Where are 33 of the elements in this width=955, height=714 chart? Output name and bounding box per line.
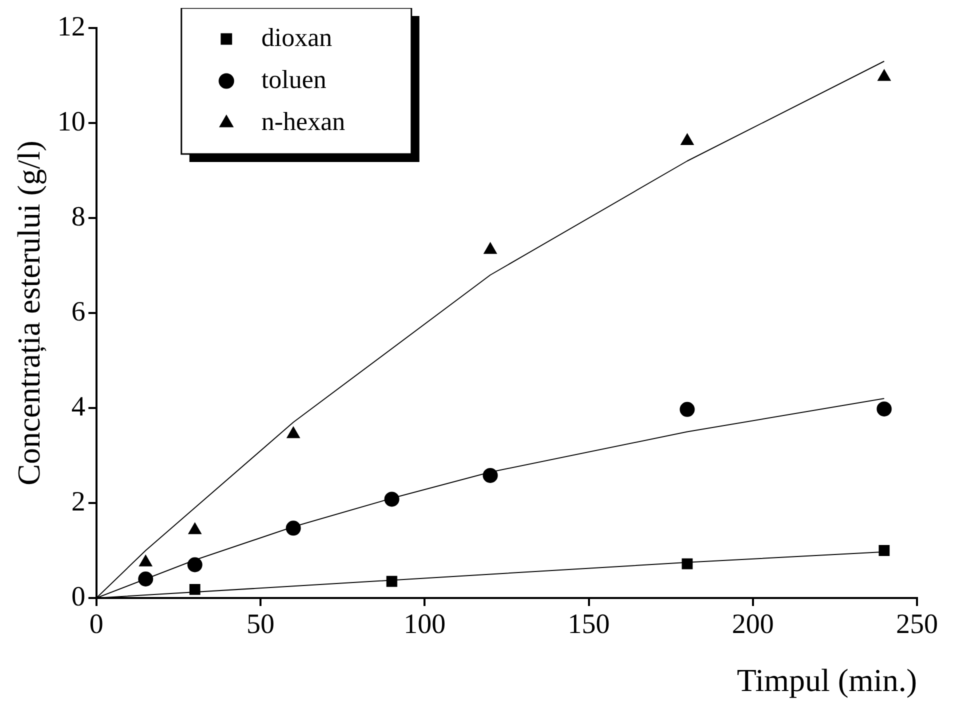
point	[384, 492, 400, 507]
y-tick-label: 4	[71, 391, 86, 422]
x-tick-label: 250	[896, 609, 938, 640]
point	[189, 584, 200, 595]
x-tick-label: 200	[732, 609, 774, 640]
point	[682, 558, 693, 570]
point	[386, 576, 398, 587]
point	[138, 572, 154, 586]
x-tick-label: 150	[568, 609, 610, 640]
point	[878, 545, 890, 556]
point	[876, 401, 892, 416]
point	[680, 402, 695, 417]
point	[286, 426, 300, 438]
y-tick-label: 10	[57, 106, 86, 138]
y-tick-label: 2	[71, 486, 86, 518]
point	[680, 134, 694, 146]
y-tick-label: 0	[71, 581, 86, 612]
point	[286, 520, 301, 536]
x-axis-title: Timpul (min.)	[736, 662, 917, 698]
x-tick-label: 100	[404, 609, 446, 640]
point	[484, 242, 497, 254]
point	[188, 522, 202, 534]
legend-label: dioxan	[261, 22, 332, 52]
y-tick-label: 6	[71, 296, 86, 328]
y-tick-label: 8	[71, 201, 86, 232]
point	[482, 468, 498, 483]
y-axis-title: Concentrația esterului (g/l)	[10, 140, 47, 486]
point	[187, 557, 202, 572]
x-tick-label: 50	[246, 609, 275, 640]
point	[878, 69, 891, 81]
y-tick-label: 12	[57, 11, 86, 42]
legend-label: n-hexan	[261, 106, 346, 136]
legend-label: toluen	[261, 64, 326, 94]
